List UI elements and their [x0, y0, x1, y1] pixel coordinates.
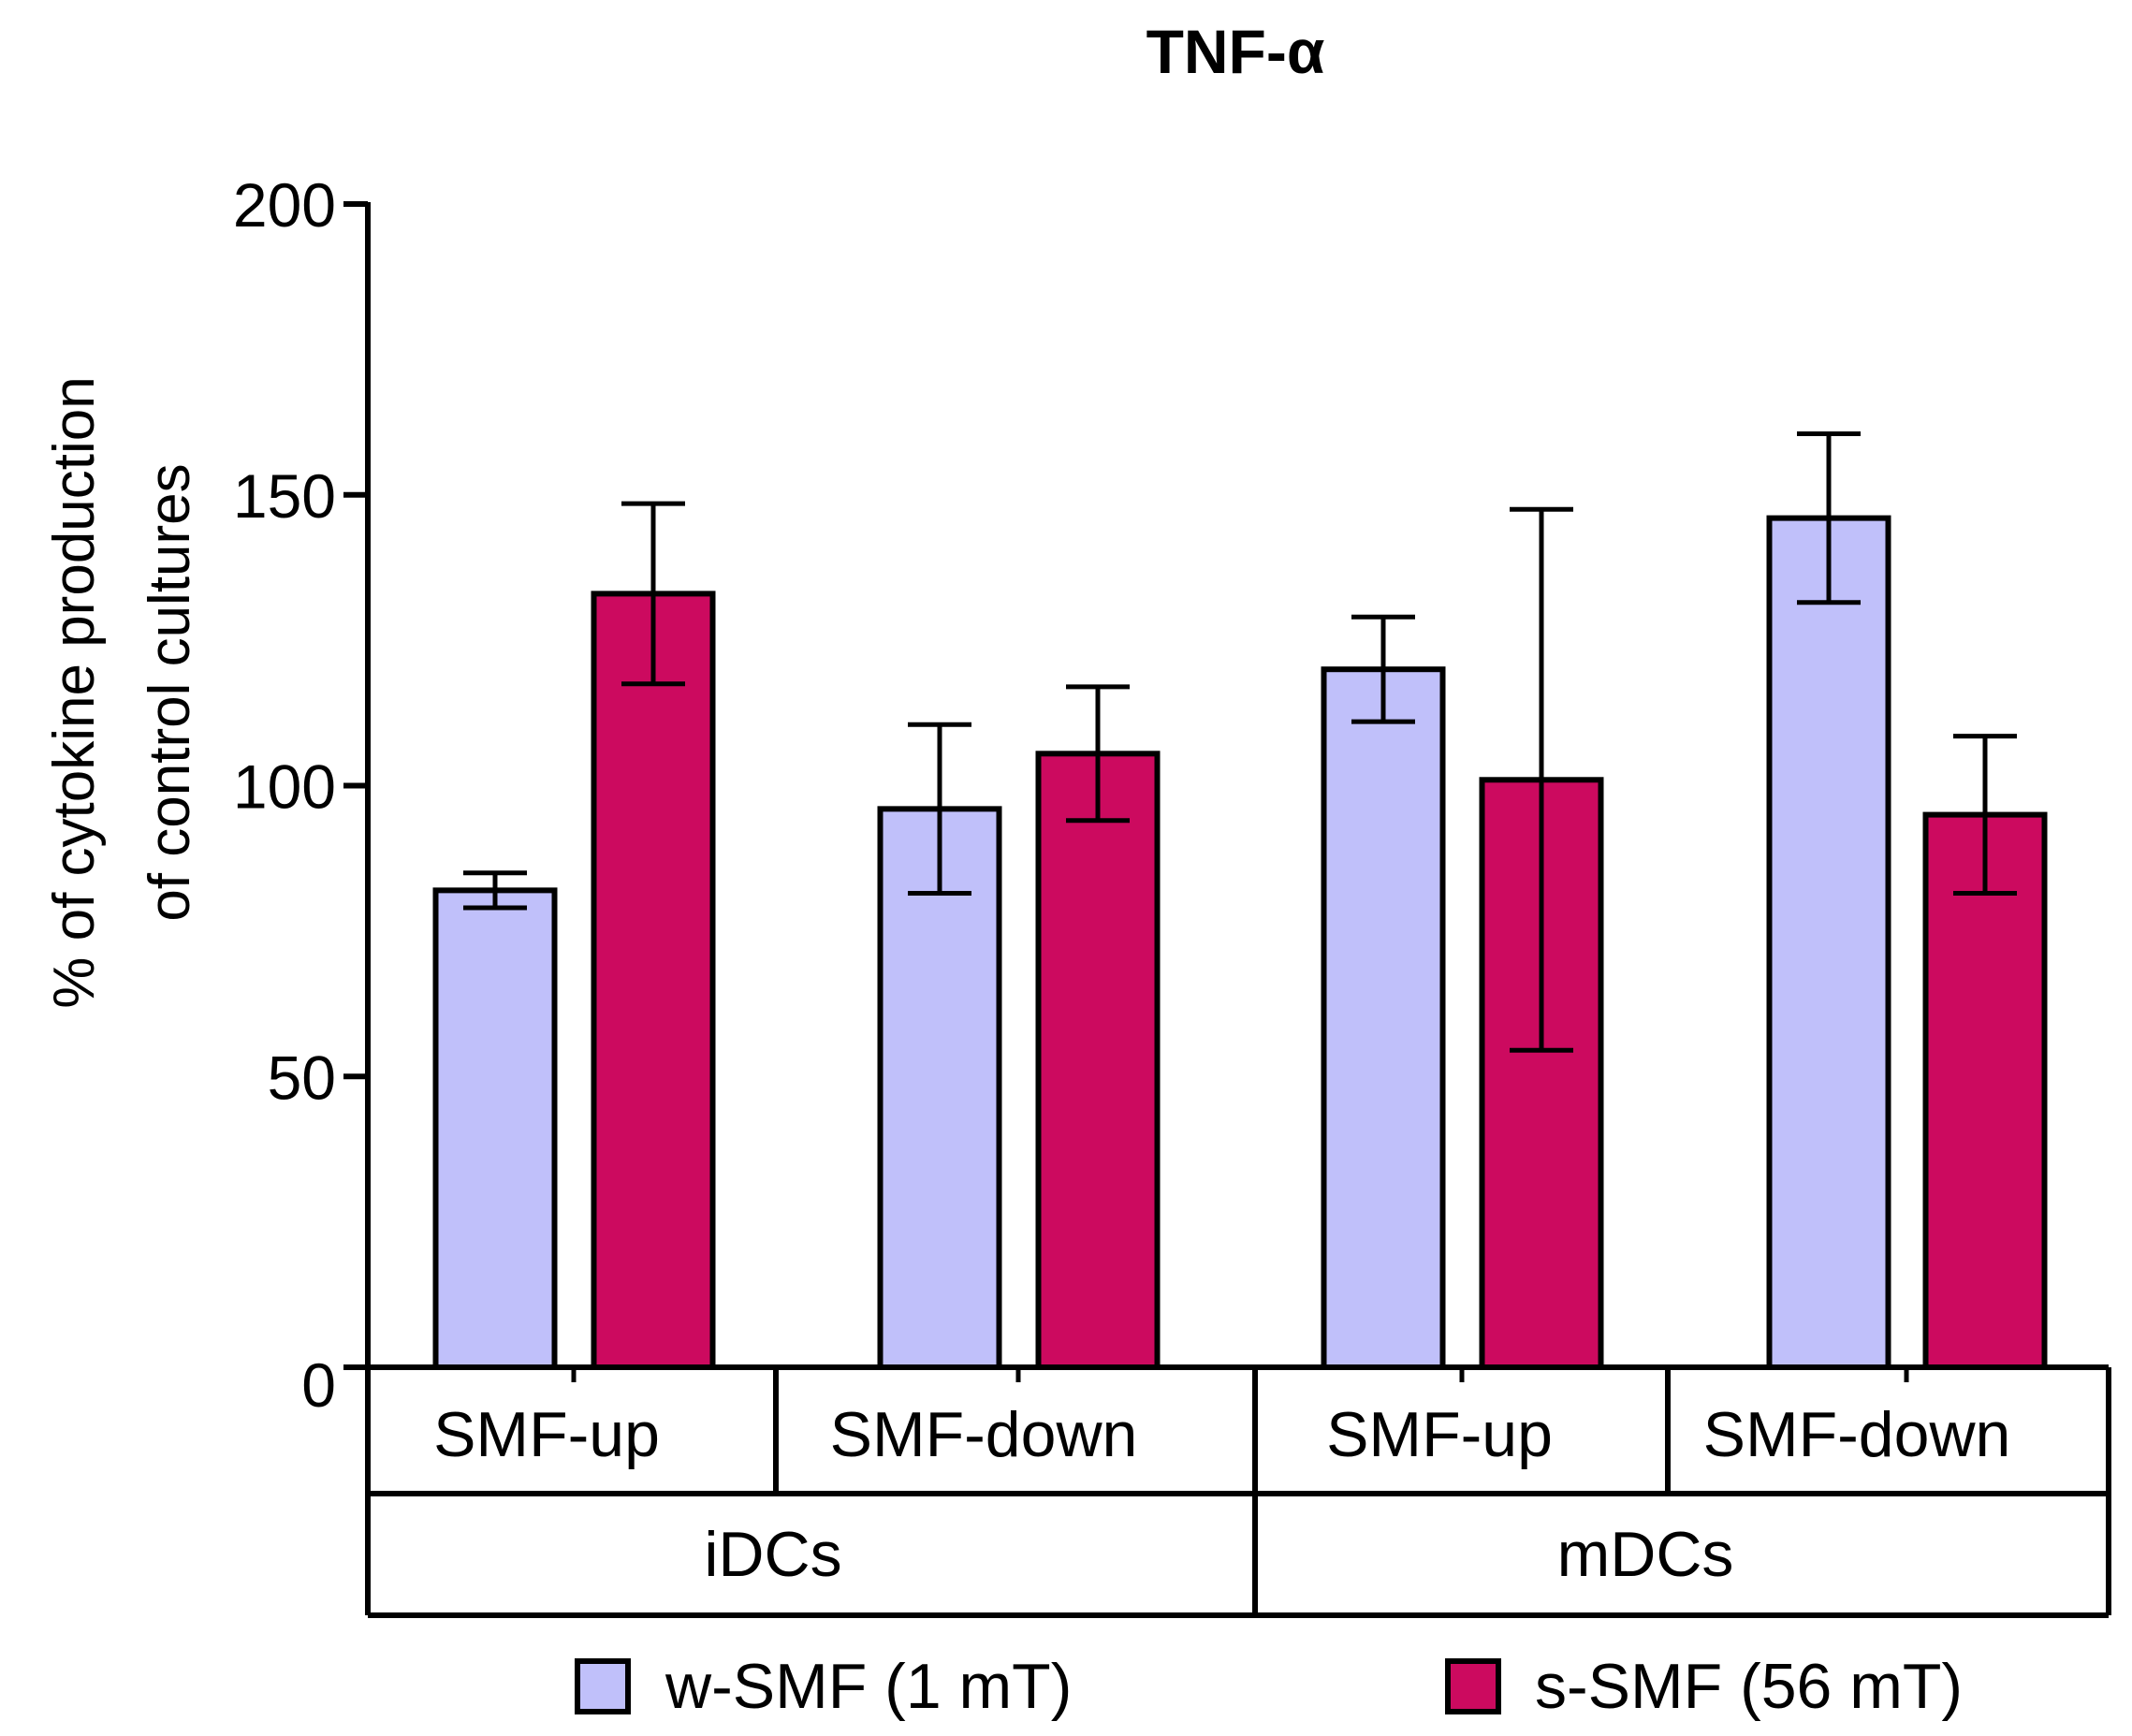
bar	[1766, 515, 1891, 1370]
y-tick-label: 150	[233, 461, 336, 531]
y-tick-label: 0	[301, 1350, 336, 1420]
legend: w-SMF (1 mT) s-SMF (56 mT)	[575, 1651, 1963, 1722]
legend-swatch	[575, 1658, 631, 1714]
legend-label: w-SMF (1 mT)	[664, 1651, 1072, 1722]
bars	[432, 430, 2048, 1370]
bar	[1922, 811, 2048, 1370]
y-axis: 0 50 100 150 200	[233, 170, 371, 1420]
y-axis-title: % of cytokine production of control cult…	[42, 376, 202, 1009]
category-label: SMF-up	[433, 1399, 660, 1470]
y-tick-label: 100	[233, 752, 336, 822]
group-label: iDCs	[704, 1519, 841, 1590]
y-axis-title-line-1: % of cytokine production	[42, 376, 107, 1009]
legend-swatch	[1445, 1658, 1501, 1714]
y-tick-label: 200	[233, 170, 336, 240]
bar	[1321, 666, 1446, 1370]
bar	[1035, 751, 1161, 1370]
y-axis-title-line-2: of control cultures	[138, 463, 202, 921]
category-label: SMF-down	[1703, 1399, 2011, 1470]
category-table: SMF-up SMF-down SMF-up SMF-down iDCs mDCs	[343, 1364, 2111, 1618]
category-label: SMF-up	[1326, 1399, 1553, 1470]
legend-label: s-SMF (56 mT)	[1535, 1651, 1963, 1722]
bar	[591, 591, 716, 1370]
group-label: mDCs	[1557, 1519, 1734, 1590]
chart-title: TNF-α	[1146, 17, 1325, 86]
category-label: SMF-down	[830, 1399, 1138, 1470]
y-tick-label: 50	[268, 1043, 336, 1112]
bar	[432, 887, 558, 1370]
